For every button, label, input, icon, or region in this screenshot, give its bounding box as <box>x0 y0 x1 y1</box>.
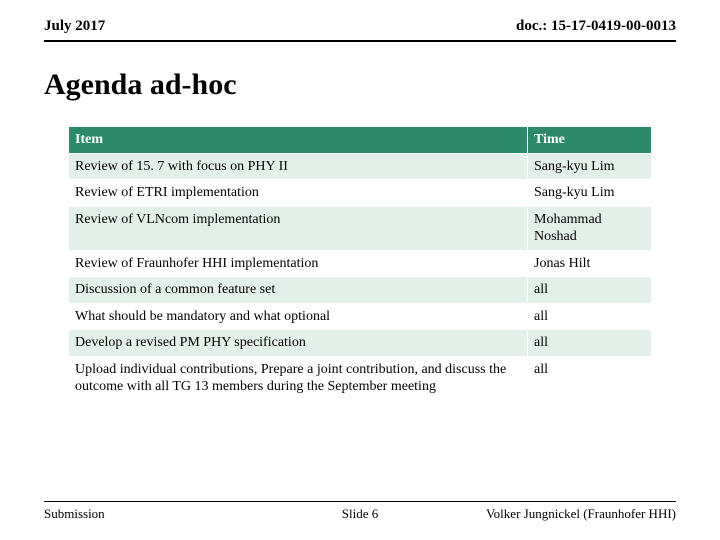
table-row: Discussion of a common feature set all <box>69 277 652 304</box>
table-cell-item: Discussion of a common feature set <box>69 277 528 304</box>
table-row: Upload individual contributions, Prepare… <box>69 356 652 400</box>
table-header-row: Item Time <box>69 127 652 154</box>
table-cell-time: Sang-kyu Lim <box>528 153 652 180</box>
footer: Submission Slide 6 Volker Jungnickel (Fr… <box>44 506 676 522</box>
table-row: Develop a revised PM PHY specification a… <box>69 330 652 357</box>
table-row: Review of ETRI implementation Sang-kyu L… <box>69 180 652 207</box>
table-cell-time: all <box>528 356 652 400</box>
footer-rule <box>44 501 676 502</box>
header-date: July 2017 <box>44 18 105 35</box>
table-cell-time: all <box>528 330 652 357</box>
table-cell-item: Develop a revised PM PHY specification <box>69 330 528 357</box>
agenda-table-body: Review of 15. 7 with focus on PHY II San… <box>69 153 652 400</box>
table-cell-item: Upload individual contributions, Prepare… <box>69 356 528 400</box>
footer-author: Volker Jungnickel (Fraunhofer HHI) <box>486 506 676 522</box>
table-cell-item: What should be mandatory and what option… <box>69 303 528 330</box>
table-cell-time: Mohammad Noshad <box>528 206 652 250</box>
table-cell-item: Review of ETRI implementation <box>69 180 528 207</box>
slide: July 2017 doc.: 15-17-0419-00-0013 Agend… <box>0 0 720 540</box>
table-row: Review of Fraunhofer HHI implementation … <box>69 250 652 277</box>
table-row: What should be mandatory and what option… <box>69 303 652 330</box>
table-cell-time: all <box>528 277 652 304</box>
header-rule <box>44 40 676 42</box>
table-row: Review of VLNcom implementation Mohammad… <box>69 206 652 250</box>
header: July 2017 doc.: 15-17-0419-00-0013 <box>44 18 676 35</box>
table-cell-time: all <box>528 303 652 330</box>
table-header-item: Item <box>69 127 528 154</box>
table-row: Review of 15. 7 with focus on PHY II San… <box>69 153 652 180</box>
table-cell-time: Jonas Hilt <box>528 250 652 277</box>
table-cell-item: Review of Fraunhofer HHI implementation <box>69 250 528 277</box>
footer-left: Submission <box>44 506 105 522</box>
agenda-table: Item Time Review of 15. 7 with focus on … <box>68 126 652 401</box>
agenda-table-wrap: Item Time Review of 15. 7 with focus on … <box>68 126 652 401</box>
table-cell-item: Review of 15. 7 with focus on PHY II <box>69 153 528 180</box>
page-title: Agenda ad-hoc <box>44 68 237 102</box>
table-header-time: Time <box>528 127 652 154</box>
table-cell-time: Sang-kyu Lim <box>528 180 652 207</box>
table-cell-item: Review of VLNcom implementation <box>69 206 528 250</box>
header-doc-number: doc.: 15-17-0419-00-0013 <box>516 18 676 35</box>
